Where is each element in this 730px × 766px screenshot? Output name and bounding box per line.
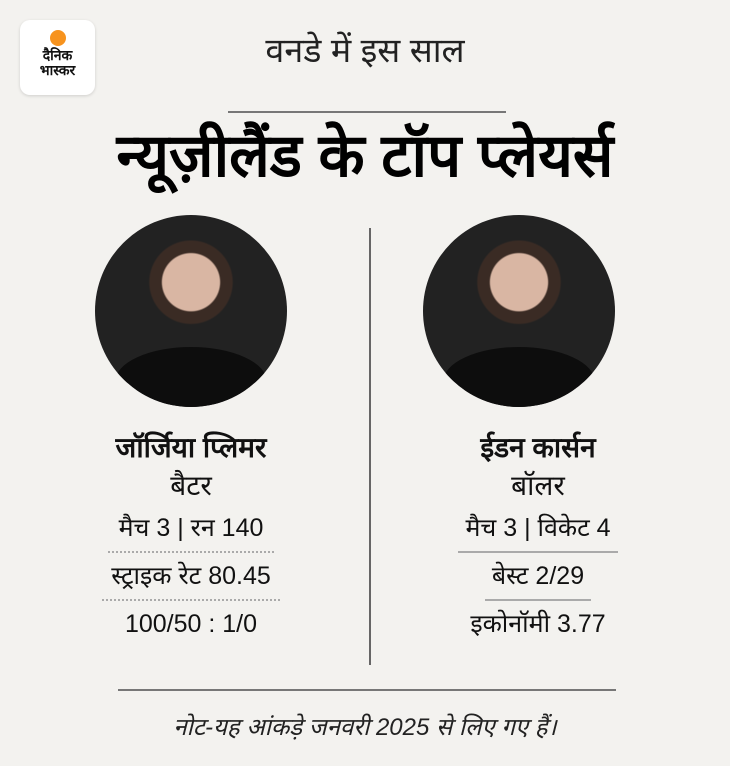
player-stat: बेस्ट 2/29: [491, 562, 585, 590]
stat-separator: [458, 551, 618, 553]
player-card-right: ईडन कार्सन बॉलर मैच 3 | विकेट 4 बेस्ट 2/…: [388, 215, 688, 647]
stat-separator: [108, 551, 274, 553]
subtitle: वनडे में इस साल: [265, 32, 465, 70]
player-photo: [95, 215, 287, 407]
logo-line1: दैनिक: [42, 47, 73, 63]
footer-divider: [118, 689, 616, 691]
player-role: बैटर: [170, 470, 212, 501]
player-stat: मैच 3 | विकेट 4: [465, 514, 611, 542]
player-card-left: जॉर्जिया प्लिमर बैटर मैच 3 | रन 140 स्ट्…: [41, 215, 341, 647]
player-stat: मैच 3 | रन 140: [118, 514, 264, 542]
player-stat: स्ट्राइक रेट 80.45: [111, 562, 271, 590]
player-stat: 100/50 : 1/0: [124, 610, 258, 638]
player-name: ईडन कार्सन: [480, 432, 596, 463]
footer-note: नोट-यह आंकड़े जनवरी 2025 से लिए गए हैं।: [173, 714, 557, 741]
sun-icon: [49, 30, 66, 46]
logo-line2: भास्कर: [39, 62, 76, 78]
page-title: न्यूज़ीलैंड के टॉप प्लेयर्स: [116, 122, 614, 189]
player-role: बॉलर: [511, 470, 565, 501]
player-name: जॉर्जिया प्लिमर: [115, 432, 267, 463]
stat-separator: [102, 599, 280, 601]
subtitle-divider: [228, 111, 506, 113]
player-photo: [423, 215, 615, 407]
dainik-bhaskar-logo: दैनिक भास्कर: [20, 20, 95, 95]
column-divider: [369, 228, 371, 665]
player-stat: इकोनॉमी 3.77: [470, 610, 606, 638]
stat-separator: [485, 599, 591, 601]
